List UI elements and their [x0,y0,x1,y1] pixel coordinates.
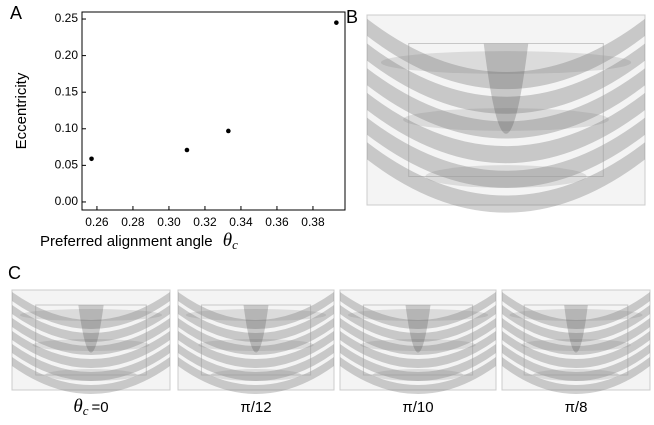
rendering-band [12,344,170,381]
rendering-band [367,117,645,188]
rendering-box [501,289,651,391]
rendering-disc [185,309,327,321]
rendering-band [12,331,170,368]
point [226,128,231,134]
plot-frame [81,11,346,211]
rendering-band [178,344,334,381]
y-axis-label: Eccentricity [13,72,30,149]
rendering-box [11,289,171,391]
rendering-disc [380,51,632,74]
rendering-band [367,43,645,114]
x-tick-label: 0.38 [301,215,325,229]
rendering [11,289,171,394]
rendering-band [502,292,650,329]
rendering-disc [509,309,643,321]
rendering-disc [19,309,163,321]
rendering-core [243,305,269,353]
y-tick-label: 0.25 [55,11,79,25]
rendering-band [502,344,650,381]
rendering-band [12,305,170,342]
rendering-disc [32,339,150,351]
rendering [177,289,335,394]
rendering-band [367,142,645,213]
rendering-band [502,357,650,394]
caption-symbol: θ [73,396,82,417]
point [89,156,94,162]
rendering-band [340,344,496,381]
rendering [366,14,646,213]
panel-label: A [10,3,22,23]
y-tick-label: 0.15 [55,84,79,98]
rendering-band [178,305,334,342]
rendering-band [340,318,496,355]
rendering-band [502,305,650,342]
x-tick-label: 0.34 [229,215,253,229]
rendering-band [367,18,645,90]
rendering-core [483,43,529,134]
x-tick-label: 0.26 [85,215,109,229]
caption: θc =0 [73,396,108,418]
rendering-band [12,292,170,329]
rendering-band [502,331,650,368]
rendering-inner-box [523,304,629,376]
x-axis-label-text: Preferred alignment angle [40,233,213,250]
x-axis-label: Preferred alignment angle θc [40,230,238,252]
rendering-inner-box [200,304,312,376]
x-axis-subscript: c [232,237,238,252]
rendering-band [178,292,334,329]
rendering-box [366,14,646,206]
rendering [339,289,497,394]
rendering-disc [360,339,476,351]
rendering-inner-box [408,43,604,177]
rendering-band [12,318,170,355]
rendering-band [178,357,334,394]
x-tick-label: 0.36 [265,215,289,229]
rendering-band [178,331,334,368]
y-tick-label: 0.20 [55,48,79,62]
rendering-band [367,68,645,139]
rendering-box [177,289,335,391]
caption: π/8 [565,399,588,416]
caption: π/10 [402,399,433,416]
y-tick-label: 0.10 [55,121,79,135]
x-tick-label: 0.30 [157,215,181,229]
y-tick-label: 0.00 [55,194,79,208]
rendering-band [340,331,496,368]
rendering-band [340,292,496,329]
rendering-inner-box [362,304,474,376]
rendering-box [339,289,497,391]
rendering-inner-box [35,304,147,376]
y-tick-label: 0.05 [55,158,79,172]
panel-label: C [8,263,21,283]
rendering-disc [403,108,609,131]
x-axis-symbol: θ [223,230,232,251]
caption: π/12 [240,399,271,416]
rendering-band [340,305,496,342]
rendering-core [405,305,431,353]
rendering-band [502,318,650,355]
x-tick-label: 0.32 [193,215,217,229]
panel-label: B [346,7,358,27]
rendering-band [340,357,496,394]
caption-text: =0 [92,399,109,416]
point [334,20,339,25]
point [184,147,190,153]
caption-subscript: c [83,403,89,418]
rendering-band [178,318,334,355]
rendering-disc [198,339,314,351]
rendering [501,289,651,394]
rendering-core [564,305,588,353]
rendering-band [367,92,645,164]
rendering-disc [521,339,631,351]
rendering-disc [347,309,489,321]
x-tick-label: 0.28 [121,215,145,229]
rendering-core [78,305,104,353]
rendering-band [12,357,170,394]
